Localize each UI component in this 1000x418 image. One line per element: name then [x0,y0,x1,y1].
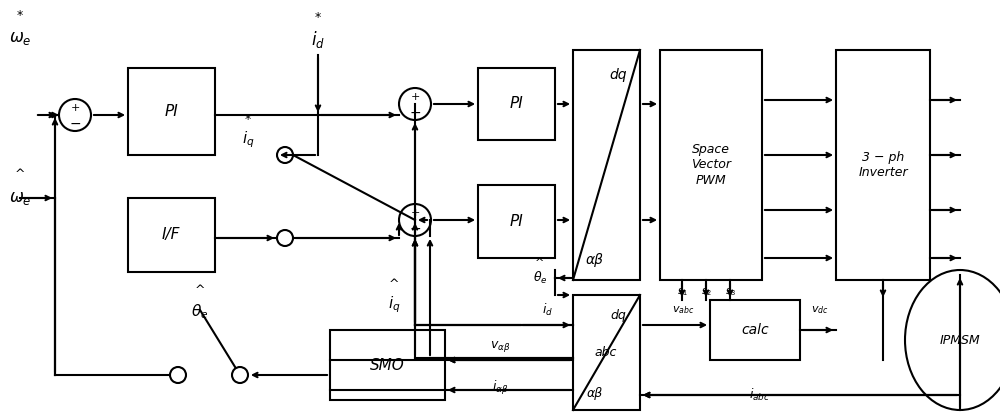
Text: $s_3$: $s_3$ [725,286,735,298]
Bar [710,300,800,360]
Text: $i_{abc}$: $i_{abc}$ [749,387,771,403]
Text: *: * [17,8,23,21]
Text: $i_{\alpha\beta}$: $i_{\alpha\beta}$ [492,379,508,397]
Bar [573,50,640,280]
Text: SMO: SMO [370,357,404,372]
Text: $\theta_e$: $\theta_e$ [191,303,209,321]
Text: $s_1$: $s_1$ [677,286,687,298]
Text: −: − [69,117,81,131]
Text: +: + [70,103,80,113]
Text: ^: ^ [15,168,25,181]
Text: ^: ^ [195,283,205,296]
Text: dq: dq [609,68,627,82]
Text: $v_{abc}$: $v_{abc}$ [672,304,694,316]
Text: Space
Vector
PWM: Space Vector PWM [691,143,731,186]
Bar [330,330,445,400]
Bar [478,68,555,140]
Text: IPMSM: IPMSM [940,334,980,347]
Text: $v_{dc}$: $v_{dc}$ [811,304,829,316]
Text: 3 − ph
Inverter: 3 − ph Inverter [858,151,908,179]
Text: I/F: I/F [162,227,180,242]
Text: +: + [410,208,420,218]
Text: αβ: αβ [587,387,603,400]
Circle shape [277,147,293,163]
Bar [660,50,762,280]
Bar [836,50,930,280]
Text: +: + [410,92,420,102]
Text: ^: ^ [535,258,545,268]
Text: $s_2$: $s_2$ [701,286,711,298]
Text: $i_d$: $i_d$ [311,30,325,51]
Bar [573,295,640,410]
Circle shape [277,230,293,246]
Text: αβ: αβ [586,253,604,267]
Text: $\theta_e$: $\theta_e$ [533,270,547,286]
Text: $\omega_e$: $\omega_e$ [9,29,31,47]
Text: calc: calc [741,323,769,337]
Circle shape [170,367,186,383]
Text: $\omega_e$: $\omega_e$ [9,189,31,207]
Bar [128,68,215,155]
Text: ^: ^ [389,278,399,291]
Text: $v_{\alpha\beta}$: $v_{\alpha\beta}$ [490,339,510,354]
Text: abc: abc [595,346,617,359]
Text: $i_q$: $i_q$ [242,130,254,150]
Text: −: − [409,222,421,236]
Text: $i_d$: $i_d$ [542,302,554,318]
Text: $i_q$: $i_q$ [388,295,400,315]
Text: *: * [315,12,321,25]
Text: −: − [409,106,421,120]
Circle shape [232,367,248,383]
Bar [128,198,215,272]
Text: PI: PI [509,97,523,112]
Bar [478,185,555,258]
Text: PI: PI [164,104,178,118]
Text: dq: dq [610,308,626,321]
Text: *: * [245,114,251,127]
Text: PI: PI [509,214,523,229]
